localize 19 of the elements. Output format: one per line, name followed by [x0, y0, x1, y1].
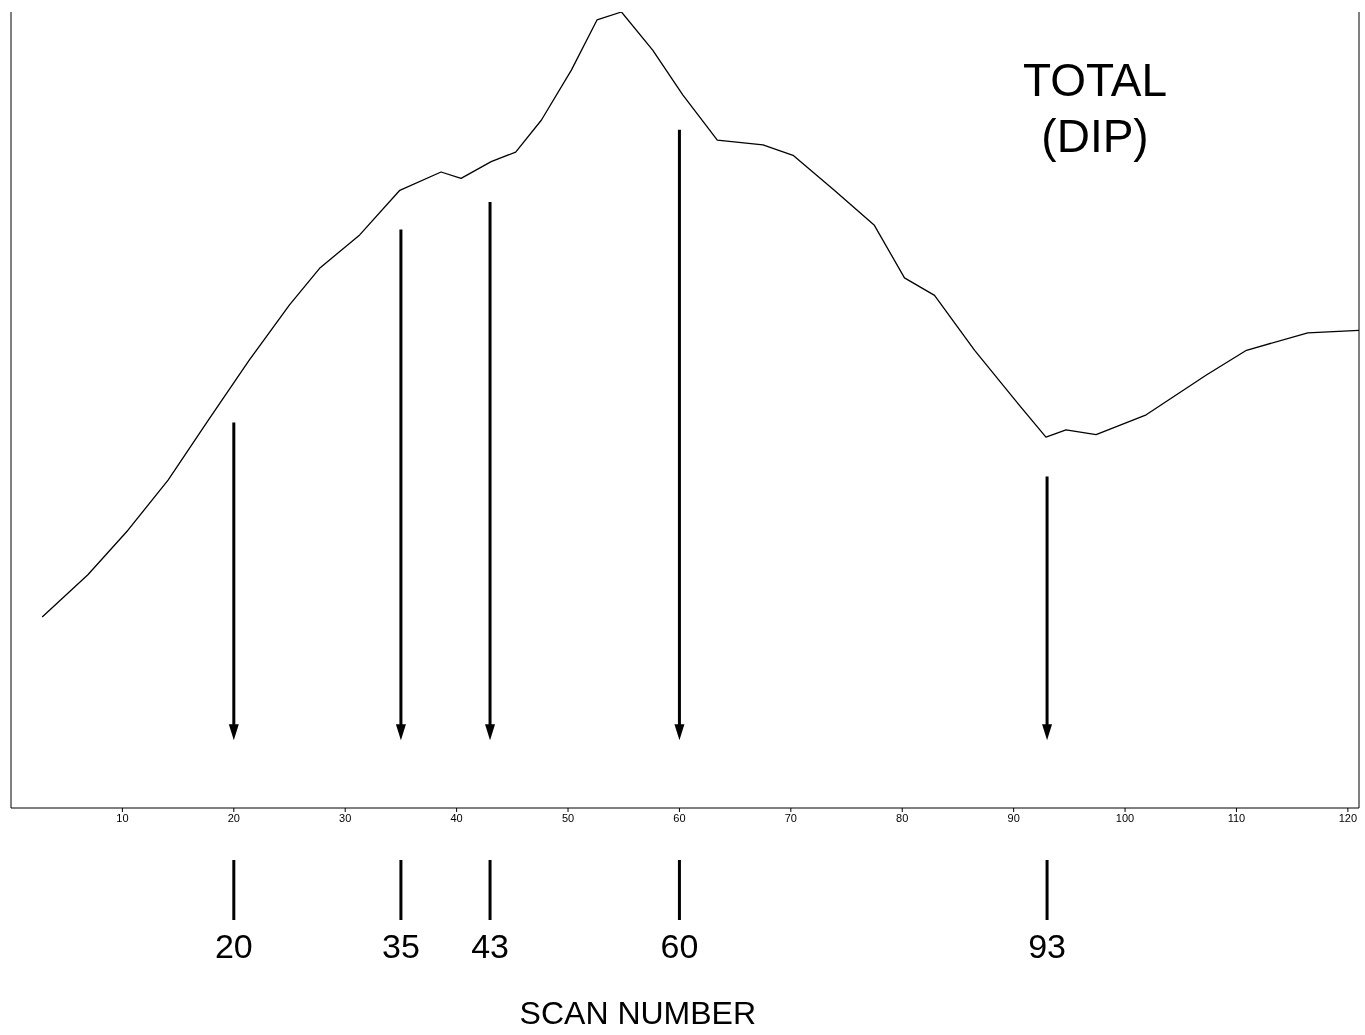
x-tick-label: 50 — [561, 811, 575, 824]
x-tick-label: 120 — [1338, 811, 1358, 824]
x-tick-label: 70 — [784, 811, 797, 824]
x-tick-label: 40 — [450, 811, 463, 824]
x-tick-label: 30 — [339, 811, 352, 824]
x-tick-label: 60 — [673, 811, 686, 824]
text: 60 — [660, 927, 699, 965]
x-tick-label: 110 — [1227, 811, 1246, 824]
x-tick-label: 20 — [227, 811, 240, 824]
x-tick-label: 80 — [896, 811, 909, 824]
x-tick-label: 100 — [1115, 811, 1135, 824]
text: TOTAL (DIP) — [1022, 53, 1169, 164]
text: 93 — [1028, 927, 1066, 965]
text: 20 — [214, 927, 253, 965]
text: 43 — [471, 927, 509, 965]
text: SCAN NUMBER — [518, 995, 758, 1032]
x-tick-label: 10 — [116, 811, 129, 824]
text: 35 — [382, 927, 420, 965]
x-tick-label: 90 — [1007, 811, 1020, 824]
